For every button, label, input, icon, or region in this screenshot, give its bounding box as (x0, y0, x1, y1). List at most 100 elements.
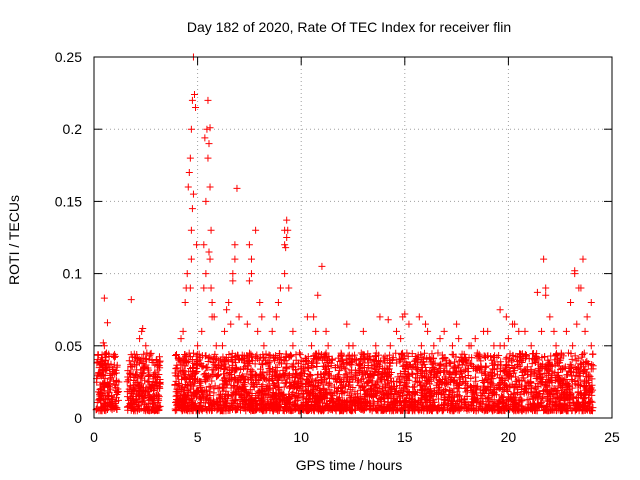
data-point (281, 270, 289, 278)
data-point-background (540, 387, 548, 395)
data-point-background (138, 397, 146, 405)
data-point-background (408, 406, 416, 414)
data-point-background (408, 350, 416, 358)
data-point-background (517, 395, 525, 403)
data-point-background (235, 403, 243, 411)
data-point-background (356, 360, 364, 368)
data-point (175, 356, 183, 364)
data-point-background (347, 393, 355, 401)
data-point-background (560, 364, 568, 372)
data-point-background (193, 386, 201, 394)
data-point (283, 234, 291, 241)
data-point (247, 270, 255, 278)
data-point-background (187, 371, 195, 379)
data-point (256, 298, 264, 306)
data-point (186, 154, 194, 162)
data-point-background (402, 358, 410, 366)
data-point-background (307, 404, 315, 412)
data-point-background (422, 368, 430, 376)
data-point-background (563, 379, 571, 387)
data-point (397, 335, 405, 343)
data-point-background (384, 372, 392, 380)
data-point-background (280, 356, 288, 364)
data-point-background (546, 367, 554, 375)
data-point (198, 327, 206, 335)
data-point-background (211, 404, 219, 412)
data-point-background (93, 359, 101, 367)
data-point-background (476, 386, 484, 394)
data-point-background (146, 399, 154, 407)
data-point (581, 327, 589, 335)
data-point-background (307, 378, 315, 386)
data-point (550, 327, 558, 335)
data-point-background (340, 373, 348, 381)
data-point-background (324, 381, 332, 389)
data-point-background (369, 399, 377, 407)
data-point-background (575, 381, 583, 389)
data-point-background (183, 406, 191, 414)
data-point-background (548, 371, 556, 379)
data-point (239, 356, 247, 364)
data-point (268, 327, 276, 335)
data-point (349, 342, 357, 350)
data-point-background (377, 396, 385, 404)
data-point-background (104, 381, 112, 389)
data-point-background (478, 394, 486, 402)
data-point-background (587, 365, 595, 373)
data-point-background (291, 383, 299, 391)
data-point-background (127, 370, 135, 378)
data-point-background (227, 374, 235, 382)
data-point-background (246, 386, 254, 394)
data-point (148, 356, 156, 364)
data-point-background (171, 407, 179, 415)
data-point-background (495, 400, 503, 408)
data-point-background (461, 395, 469, 403)
data-point-background (491, 405, 499, 413)
data-point-background (546, 376, 554, 384)
data-point (527, 342, 535, 350)
data-point-background (573, 393, 581, 401)
data-point (103, 319, 111, 327)
data-point-background (347, 395, 355, 403)
data-point (184, 183, 192, 191)
data-point-background (378, 406, 386, 414)
data-point-background (266, 358, 274, 366)
data-point-background (408, 395, 416, 403)
data-point (206, 183, 214, 191)
data-point-background (503, 397, 511, 405)
x-tick-label: 10 (293, 429, 309, 445)
data-point-background (419, 401, 427, 409)
data-point-background (283, 378, 291, 386)
data-point-background (240, 387, 248, 395)
data-point-background (586, 372, 594, 380)
data-point-background (270, 407, 278, 415)
data-point (540, 255, 548, 263)
data-point-background (307, 371, 315, 379)
data-point-background (455, 374, 463, 382)
data-point-background (238, 390, 246, 398)
data-point-background (532, 375, 540, 383)
data-point-background (265, 351, 273, 359)
data-point-background (587, 397, 595, 405)
data-point-background (323, 352, 331, 360)
data-point-background (528, 384, 536, 392)
data-point (125, 385, 133, 393)
data-point-background (332, 375, 340, 383)
data-point (204, 154, 212, 162)
y-tick-label: 0.2 (63, 121, 83, 137)
data-point (424, 327, 432, 335)
data-point-background (342, 355, 350, 363)
data-point-background (181, 362, 189, 370)
data-point-background (396, 394, 404, 402)
data-point-background (190, 359, 198, 367)
data-point-background (348, 402, 356, 410)
data-point-background (363, 379, 371, 387)
data-point-background (370, 387, 378, 395)
data-point-background (537, 370, 545, 378)
data-point-background (181, 402, 189, 410)
data-point-background (306, 389, 314, 397)
y-tick-label: 0.15 (55, 193, 82, 209)
data-point-background (385, 382, 393, 390)
data-point-background (403, 379, 411, 387)
data-point (579, 255, 587, 263)
